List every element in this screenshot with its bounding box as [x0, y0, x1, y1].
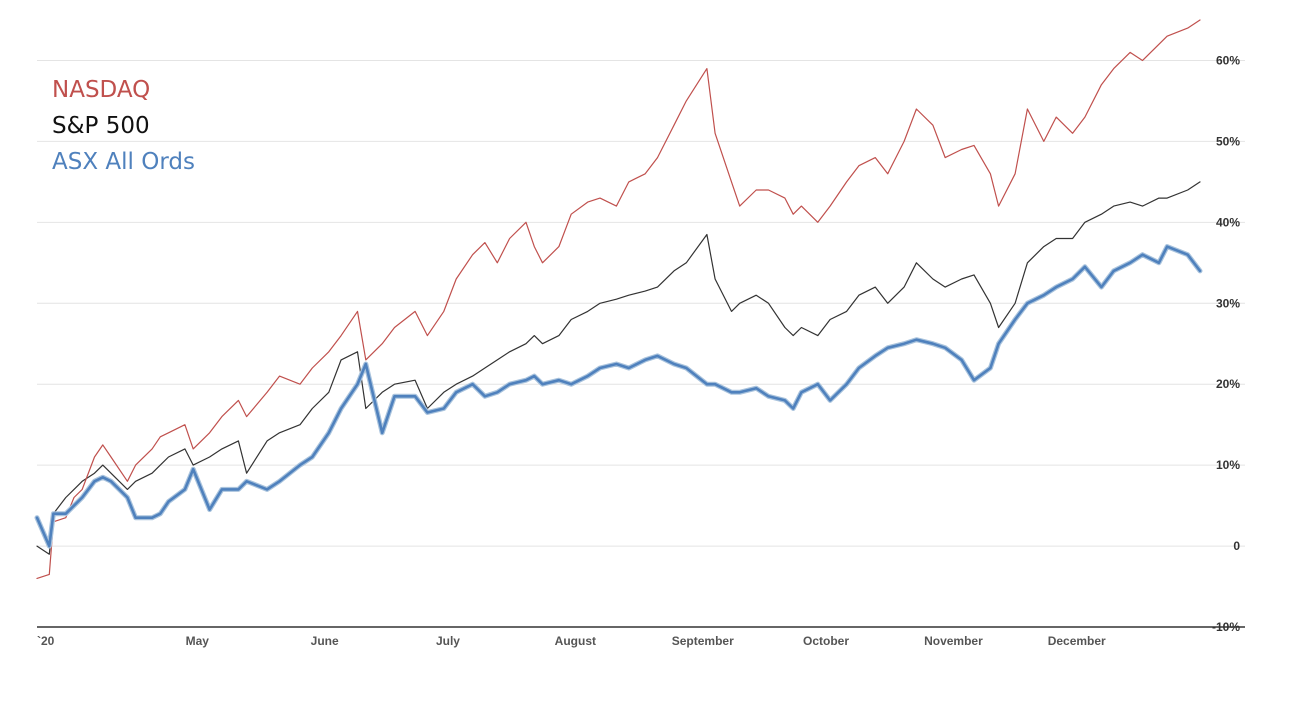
y-tick-label: 50%	[1216, 134, 1240, 148]
series-line-asx-all-ords	[35, 245, 1202, 548]
series-line-halo	[34, 244, 1203, 549]
x-tick-label: September	[672, 634, 734, 648]
x-tick-label: July	[436, 634, 460, 648]
y-tick-label: 10%	[1216, 458, 1240, 472]
y-tick-label: 40%	[1216, 215, 1240, 229]
series-lines	[34, 19, 1203, 579]
x-axis-ticks: `20 May June July August September October Nove…	[37, 634, 1106, 648]
x-tick-label: June	[311, 634, 339, 648]
series-line-nasdaq	[36, 19, 1201, 579]
y-tick-label: 0	[1233, 539, 1240, 553]
series-line-s-p-500	[36, 181, 1201, 555]
y-tick-label: 20%	[1216, 377, 1240, 391]
legend-item-nasdaq: NASDAQ	[52, 77, 151, 103]
y-axis-ticks: -10% 0 10% 20% 30% 40% 50% 60%	[1212, 53, 1240, 634]
y-tick-label: 30%	[1216, 296, 1240, 310]
gridlines	[37, 59, 1245, 547]
x-tick-label: October	[803, 634, 849, 648]
x-tick-label: August	[555, 634, 596, 648]
legend-item-asx-all-ords: ASX All Ords	[52, 149, 195, 175]
x-tick-label: May	[186, 634, 210, 648]
legend-item-sp500: S&P 500	[52, 113, 150, 139]
legend: NASDAQ S&P 500 ASX All Ords	[52, 72, 195, 180]
x-tick-label: November	[924, 634, 983, 648]
x-tick-label: December	[1048, 634, 1106, 648]
x-tick-label: `20	[37, 634, 55, 648]
y-tick-label: 60%	[1216, 53, 1240, 67]
y-tick-label: -10%	[1212, 620, 1240, 634]
